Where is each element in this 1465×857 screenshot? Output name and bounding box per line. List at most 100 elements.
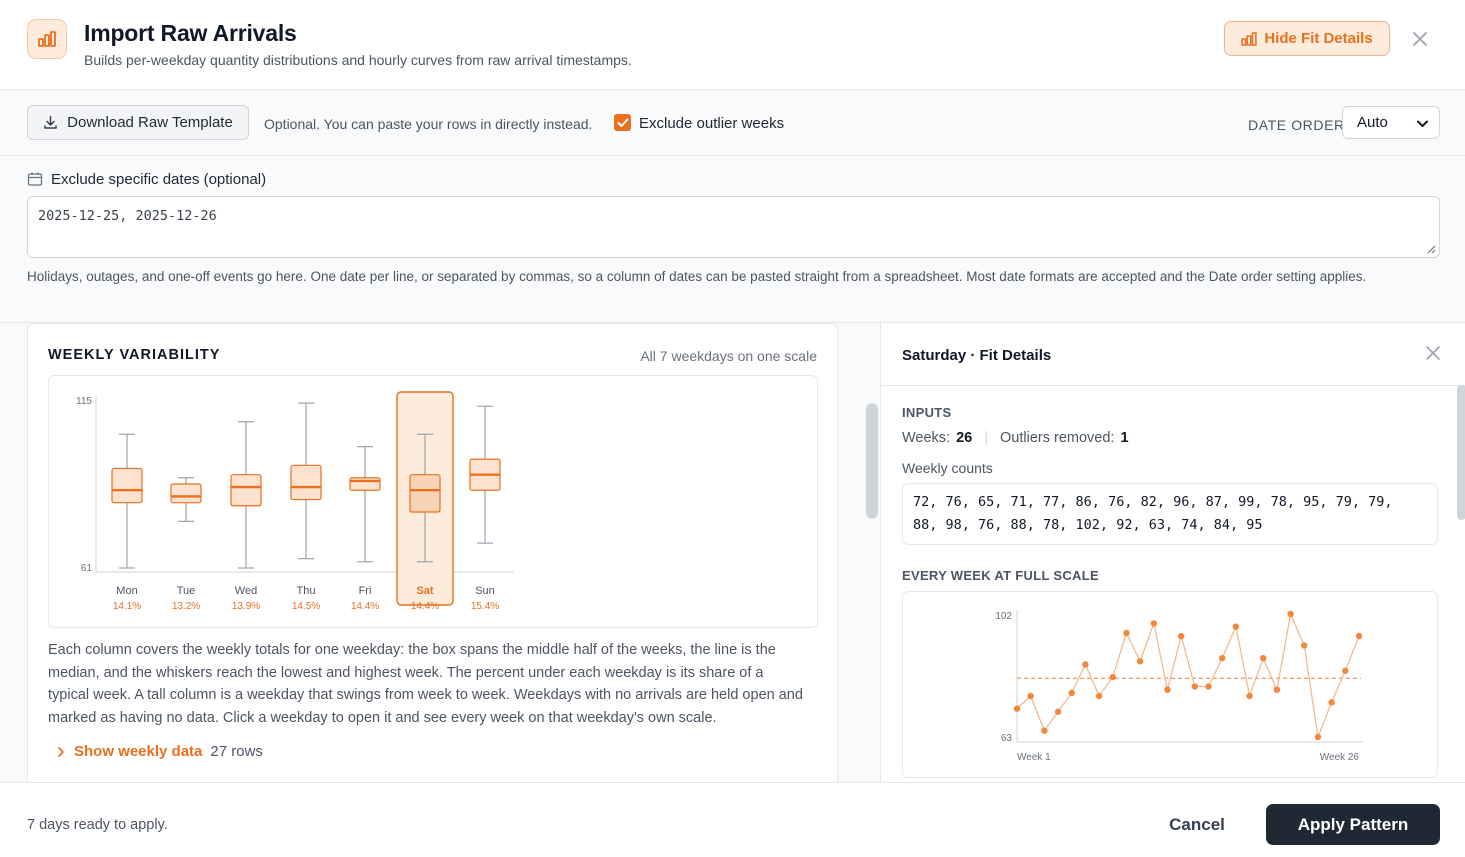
chart-logo-icon	[27, 19, 67, 59]
close-panel-icon[interactable]	[1424, 344, 1442, 362]
weekday-label: Wed	[235, 585, 257, 597]
exclude-outliers-checkbox[interactable]	[614, 114, 631, 131]
scale-note: All 7 weekdays on one scale	[640, 348, 817, 364]
outliers-label: Outliers removed:	[1000, 430, 1115, 446]
week-point	[1164, 686, 1171, 693]
stats-separator: |	[984, 430, 989, 446]
box-iqr	[290, 464, 322, 501]
download-template-button[interactable]: Download Raw Template	[27, 105, 249, 140]
week-point	[1136, 658, 1144, 665]
exclude-dates-textarea[interactable]: 2025-12-25, 2025-12-26	[27, 196, 1440, 258]
y-tick-label: 63	[1001, 733, 1013, 744]
weekday-share-label: 15.4%	[471, 601, 499, 612]
week-point	[1123, 629, 1130, 637]
weekday-label: Sat	[416, 585, 433, 597]
date-order-value: Auto	[1357, 114, 1388, 131]
y-tick-label: 102	[995, 611, 1012, 622]
date-order-select[interactable]: Auto	[1342, 106, 1440, 139]
y-tick-label: 115	[76, 396, 92, 407]
fit-details-header: Saturday · Fit Details	[881, 323, 1465, 386]
resize-grip-icon[interactable]	[1426, 244, 1436, 254]
weekday-label: Mon	[116, 585, 137, 597]
weekday-share-label: 14.1%	[113, 601, 141, 612]
fit-details-title: Saturday · Fit Details	[902, 347, 1052, 364]
weekday-share-label: 13.2%	[172, 601, 200, 612]
week-point	[1191, 683, 1199, 690]
exclude-outliers-label[interactable]: Exclude outlier weeks	[639, 115, 785, 132]
dialog-footer: 7 days ready to apply. Cancel Apply Patt…	[0, 782, 1465, 857]
week-point	[1013, 705, 1021, 712]
weekly-counts-line-2: 88, 98, 76, 88, 78, 102, 92, 63, 74, 84,…	[913, 517, 1263, 533]
weekly-variability-description: Each column covers the weekly totals for…	[48, 642, 803, 727]
optional-hint: Optional. You can paste your rows in dir…	[264, 116, 593, 132]
weekday-share-label: 13.9%	[232, 601, 260, 612]
apply-pattern-button[interactable]: Apply Pattern	[1266, 804, 1440, 845]
weekly-counts-line-1: 72, 76, 65, 71, 77, 86, 76, 82, 96, 87, …	[913, 494, 1393, 510]
weeks-label: Weeks:	[902, 430, 951, 446]
rows-count: 27 rows	[210, 743, 263, 760]
week-point	[1109, 673, 1116, 681]
inputs-stats: Weeks: 26 | Outliers removed: 1	[902, 430, 1129, 446]
ready-status: 7 days ready to apply.	[27, 817, 168, 833]
left-scrollbar[interactable]	[866, 403, 878, 519]
full-scale-chart: 102 63 Week 1 Week 26	[902, 591, 1438, 778]
week-point	[1355, 632, 1363, 640]
weekday-label: Fri	[359, 585, 372, 597]
week-point	[1260, 654, 1267, 662]
week-point	[1054, 708, 1062, 715]
right-scrollbar[interactable]	[1457, 385, 1465, 520]
dialog-header: Import Raw Arrivals Builds per-weekday q…	[0, 0, 1465, 90]
week-point	[1273, 686, 1281, 693]
week-point	[1342, 667, 1349, 674]
outliers-value: 1	[1120, 430, 1129, 446]
series-line	[1016, 611, 1360, 740]
box-iqr	[230, 474, 262, 507]
weekday-label: Thu	[297, 585, 316, 597]
calendar-icon	[27, 172, 43, 186]
show-weekly-data-toggle[interactable]: Show weekly data 27 rows	[56, 743, 263, 760]
exclude-dates-help: Holidays, outages, and one-off events go…	[27, 269, 1367, 284]
weekday-label: Tue	[177, 585, 196, 597]
week-point	[1232, 623, 1240, 630]
weeks-value: 26	[956, 430, 973, 446]
weekly-counts-box: 72, 76, 65, 71, 77, 86, 76, 82, 96, 87, …	[902, 483, 1438, 545]
week-point	[1082, 661, 1089, 668]
exclude-dates-value: 2025-12-25, 2025-12-26	[38, 208, 217, 224]
line-chart-svg: 102 63 Week 1 Week 26	[995, 610, 1363, 763]
boxplot-chart: 115 61 Mon 14.1% Tue 13.2% Wed 13.9% Thu 14.5% Fri…	[48, 375, 818, 628]
week-point	[1219, 654, 1226, 662]
fit-details-panel: Saturday · Fit Details INPUTS Weeks: 26 …	[880, 323, 1465, 782]
download-template-label: Download Raw Template	[67, 114, 233, 131]
weekly-variability-card: WEEKLY VARIABILITY All 7 weekdays on one…	[27, 323, 838, 793]
close-icon[interactable]	[1409, 28, 1431, 50]
show-weekly-data-label: Show weekly data	[74, 743, 203, 760]
week-point	[1041, 727, 1048, 734]
hide-fit-details-button[interactable]: Hide Fit Details	[1224, 21, 1390, 56]
cancel-button[interactable]: Cancel	[1169, 815, 1225, 834]
week-point	[1027, 692, 1034, 700]
weekly-variability-title: WEEKLY VARIABILITY	[48, 347, 221, 363]
x-tick-label: Week 1	[1017, 752, 1051, 763]
download-icon	[44, 115, 57, 129]
exclude-dates-section: Exclude specific dates (optional) 2025-1…	[0, 156, 1465, 323]
week-point	[1095, 692, 1103, 700]
week-point	[1246, 692, 1253, 700]
exclude-dates-label: Exclude specific dates (optional)	[51, 171, 267, 188]
hide-fit-details-label: Hide Fit Details	[1264, 30, 1373, 47]
chevron-down-icon	[1417, 120, 1428, 127]
date-order-label: DATE ORDER	[1248, 117, 1345, 133]
toolbar: Download Raw Template Optional. You can …	[0, 90, 1465, 156]
dialog-subtitle: Builds per-weekday quantity distribution…	[84, 52, 632, 68]
boxplot-svg: 115 61 Mon 14.1% Tue 13.2% Wed 13.9% Thu 14.5% Fri…	[76, 391, 514, 612]
weekday-share-label: 14.4%	[351, 601, 379, 612]
box-iqr	[170, 483, 202, 504]
week-point	[1068, 689, 1075, 697]
weekly-counts-label: Weekly counts	[902, 460, 993, 476]
week-point	[1287, 610, 1294, 618]
weekday-share-label: 14.5%	[292, 601, 320, 612]
dialog-title: Import Raw Arrivals	[84, 20, 297, 46]
inputs-label: INPUTS	[902, 405, 952, 420]
week-point	[1150, 620, 1157, 627]
week-point	[1177, 632, 1185, 640]
full-scale-label: EVERY WEEK AT FULL SCALE	[902, 568, 1099, 583]
